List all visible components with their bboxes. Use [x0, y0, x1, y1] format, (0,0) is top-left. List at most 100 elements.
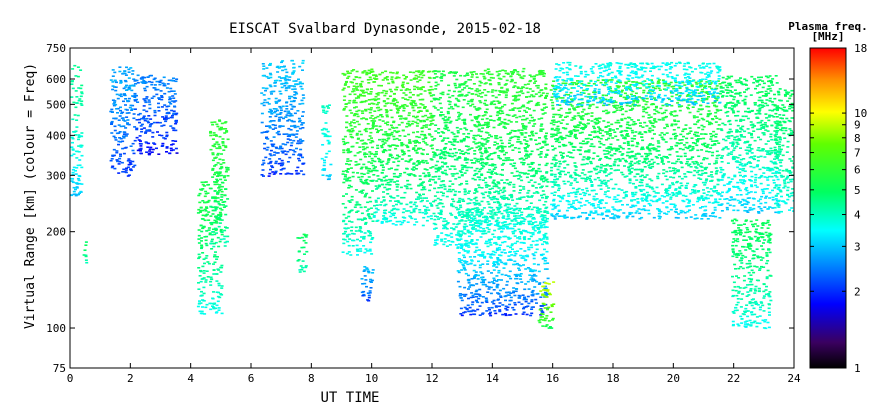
echo-point: [364, 279, 368, 281]
echo-point: [543, 72, 546, 75]
echo-point: [501, 226, 505, 228]
echo-point: [518, 269, 521, 271]
echo-point: [480, 272, 484, 275]
echo-point: [409, 211, 413, 214]
echo-point: [145, 129, 149, 131]
echo-point: [516, 71, 520, 73]
echo-point: [485, 157, 489, 159]
echo-data-layer: [70, 59, 794, 330]
echo-point: [216, 193, 220, 195]
echo-point: [386, 193, 390, 195]
echo-point: [157, 110, 161, 112]
echo-point: [117, 124, 121, 126]
echo-point: [407, 124, 411, 127]
echo-point: [545, 268, 549, 270]
echo-point: [223, 200, 227, 203]
echo-point: [459, 238, 463, 240]
echo-point: [467, 310, 471, 313]
echo-point: [394, 175, 398, 178]
echo-point: [353, 113, 357, 115]
echo-point: [456, 105, 460, 108]
echo-point: [347, 75, 351, 78]
echo-point: [218, 127, 222, 130]
echo-point: [718, 83, 722, 85]
echo-point: [452, 90, 456, 93]
echo-point: [545, 143, 549, 146]
echo-point: [430, 204, 434, 206]
echo-point: [413, 223, 417, 226]
echo-point: [428, 189, 432, 192]
echo-point: [402, 208, 406, 210]
echo-point: [472, 202, 476, 204]
echo-point: [145, 151, 149, 153]
echo-point: [360, 231, 363, 233]
echo-point: [543, 211, 547, 213]
echo-point: [503, 235, 507, 238]
echo-point: [72, 101, 76, 104]
echo-point: [470, 233, 474, 235]
echo-point: [197, 238, 201, 240]
echo-point: [544, 156, 548, 158]
echo-point: [218, 145, 222, 148]
echo-point: [128, 161, 132, 164]
echo-point: [201, 299, 204, 301]
echo-point: [508, 145, 512, 148]
echo-point: [465, 94, 469, 96]
echo-point: [552, 80, 556, 82]
echo-point: [77, 99, 81, 102]
echo-point: [269, 91, 273, 93]
echo-point: [434, 107, 438, 109]
echo-point: [439, 114, 442, 116]
echo-point: [508, 208, 512, 210]
echo-point: [472, 71, 476, 73]
echo-point: [115, 150, 119, 152]
echo-point: [388, 183, 391, 186]
echo-point: [379, 114, 383, 116]
echo-point: [277, 133, 281, 136]
echo-point: [296, 166, 300, 169]
echo-point: [408, 159, 412, 161]
echo-point: [495, 185, 499, 188]
echo-point: [390, 78, 394, 80]
echo-point: [504, 263, 508, 266]
echo-point: [530, 175, 534, 177]
echo-point: [506, 294, 510, 296]
echo-point: [493, 141, 497, 143]
echo-point: [158, 98, 161, 100]
echo-point: [267, 77, 271, 79]
echo-point: [304, 236, 308, 238]
echo-point: [346, 148, 350, 150]
echo-point: [472, 215, 476, 217]
echo-point: [288, 95, 291, 98]
echo-point: [367, 234, 371, 237]
echo-point: [530, 150, 534, 153]
echo-point: [386, 181, 390, 184]
echo-point: [456, 247, 460, 249]
echo-point: [404, 160, 408, 162]
echo-point: [527, 100, 531, 103]
echo-point: [530, 275, 534, 277]
echo-point: [480, 301, 484, 304]
echo-point: [408, 183, 412, 186]
echo-point: [433, 218, 437, 221]
echo-point: [365, 178, 369, 181]
echo-point: [70, 194, 74, 196]
echo-point: [433, 152, 437, 154]
echo-point: [297, 142, 301, 144]
echo-point: [504, 224, 507, 226]
echo-point: [472, 141, 476, 143]
echo-point: [657, 150, 661, 152]
echo-point: [543, 307, 547, 309]
echo-point: [434, 88, 438, 90]
echo-point: [293, 126, 297, 129]
echo-point: [202, 292, 206, 295]
echo-point: [381, 169, 385, 171]
echo-point: [143, 119, 147, 122]
echo-point: [71, 118, 75, 121]
echo-point: [472, 137, 476, 139]
echo-point: [501, 148, 505, 150]
echo-point: [499, 296, 503, 298]
echo-point: [457, 111, 461, 114]
echo-point: [419, 200, 423, 203]
echo-point: [321, 169, 325, 171]
